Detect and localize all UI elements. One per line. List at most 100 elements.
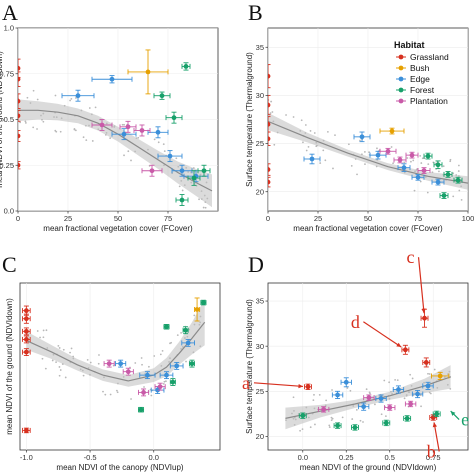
raw-observation-dot bbox=[364, 163, 366, 166]
x-tick-label: 0.75 bbox=[426, 453, 441, 462]
raw-observation-dot bbox=[426, 191, 429, 194]
raw-observation-dot bbox=[69, 351, 71, 354]
raw-observation-dot bbox=[162, 382, 165, 385]
point-marker bbox=[155, 387, 160, 393]
y-tick-label: 20 bbox=[256, 432, 264, 441]
point-grassland bbox=[268, 94, 271, 116]
point-marker bbox=[159, 93, 165, 99]
raw-observation-dot bbox=[69, 99, 72, 102]
point-forest bbox=[433, 160, 443, 170]
raw-observation-dot bbox=[292, 396, 295, 399]
trend-line bbox=[268, 120, 468, 184]
x-tick-label: 25 bbox=[64, 214, 72, 223]
raw-observation-dot bbox=[383, 379, 386, 382]
point-grassland bbox=[422, 357, 431, 368]
raw-observation-dot bbox=[36, 98, 39, 101]
point-marker bbox=[435, 162, 441, 168]
x-axis-title: mean NDVI of the ground (NDVIdown) bbox=[300, 463, 437, 472]
raw-observation-dot bbox=[420, 162, 423, 164]
point-marker bbox=[455, 177, 461, 183]
legend-swatch-dot bbox=[398, 87, 404, 93]
y-tick-label: 35 bbox=[256, 43, 264, 52]
annotation-label: c bbox=[407, 247, 415, 267]
raw-observation-dot bbox=[300, 119, 303, 122]
raw-observation-dot bbox=[32, 89, 35, 92]
point-marker bbox=[18, 65, 21, 71]
legend-item-forest: Forest bbox=[396, 85, 435, 95]
point-edge bbox=[157, 150, 183, 163]
point-marker bbox=[18, 113, 21, 119]
legend-label: Bush bbox=[410, 63, 430, 73]
raw-observation-dot bbox=[457, 164, 460, 167]
panel-d: 0.0 0.25 0.5 0.75 20 25 30 35 mean NDVI of the g… bbox=[242, 247, 469, 472]
raw-observation-dot bbox=[384, 415, 387, 418]
point-marker bbox=[138, 407, 144, 413]
point-forest bbox=[163, 324, 170, 330]
point-plantation bbox=[103, 359, 115, 368]
point-marker bbox=[408, 401, 414, 407]
raw-observation-dot bbox=[85, 139, 88, 142]
point-edge bbox=[411, 389, 424, 399]
raw-observation-dot bbox=[328, 426, 331, 428]
point-marker bbox=[183, 64, 189, 69]
point-marker bbox=[201, 168, 207, 174]
legend-item-edge: Edge bbox=[396, 74, 430, 84]
raw-observation-dot bbox=[150, 394, 153, 397]
annotation-c: c bbox=[407, 247, 426, 314]
point-edge bbox=[353, 131, 371, 143]
panel-letter-b: B bbox=[248, 0, 263, 25]
raw-observation-dot bbox=[412, 159, 415, 162]
raw-observation-dot bbox=[388, 381, 391, 384]
point-forest bbox=[443, 171, 453, 178]
annotation-label: d bbox=[351, 312, 360, 332]
point-plantation bbox=[122, 367, 134, 376]
raw-observation-dot bbox=[123, 154, 125, 157]
raw-observation-dot bbox=[449, 160, 452, 163]
raw-observation-dot bbox=[123, 123, 125, 126]
raw-observation-dot bbox=[307, 145, 310, 148]
point-plantation bbox=[417, 167, 431, 174]
raw-observation-dot bbox=[319, 162, 322, 164]
raw-observation-dot bbox=[452, 195, 455, 198]
raw-observation-dot bbox=[374, 403, 376, 406]
y-tick-label: 25 bbox=[256, 387, 264, 396]
x-tick-label: 100 bbox=[462, 214, 474, 223]
raw-observation-dot bbox=[59, 130, 62, 133]
point-marker bbox=[434, 411, 440, 417]
raw-observation-dot bbox=[116, 391, 119, 394]
raw-observation-dot bbox=[318, 393, 321, 396]
point-marker bbox=[268, 136, 271, 142]
point-marker bbox=[409, 152, 415, 158]
point-bush bbox=[194, 297, 201, 322]
point-marker bbox=[23, 428, 29, 433]
point-marker bbox=[23, 337, 29, 342]
point-plantation bbox=[393, 156, 407, 164]
annotation-a: a bbox=[242, 373, 304, 393]
annotation-label: b bbox=[427, 442, 436, 462]
raw-observation-dot bbox=[359, 419, 362, 422]
x-tick-label: 0.5 bbox=[385, 453, 395, 462]
point-marker bbox=[397, 157, 403, 163]
raw-observation-dot bbox=[64, 376, 67, 379]
point-edge bbox=[159, 371, 174, 380]
point-bush bbox=[379, 127, 405, 135]
raw-observation-dot bbox=[312, 399, 315, 402]
point-marker bbox=[139, 128, 145, 133]
point-forest bbox=[182, 326, 189, 335]
annotation-arrowhead bbox=[432, 422, 438, 428]
raw-observation-dot bbox=[429, 392, 432, 395]
point-grassland bbox=[22, 327, 31, 336]
point-marker bbox=[415, 391, 420, 397]
point-marker bbox=[194, 307, 200, 312]
point-marker bbox=[335, 423, 340, 429]
raw-observation-dot bbox=[73, 128, 76, 131]
raw-observation-dot bbox=[334, 134, 336, 137]
point-plantation bbox=[405, 151, 419, 159]
point-grassland bbox=[18, 130, 21, 142]
point-marker bbox=[268, 167, 271, 172]
point-marker bbox=[141, 390, 146, 395]
raw-observation-dot bbox=[346, 387, 349, 389]
annotation-label: a bbox=[242, 373, 250, 393]
raw-observation-dot bbox=[368, 151, 370, 154]
